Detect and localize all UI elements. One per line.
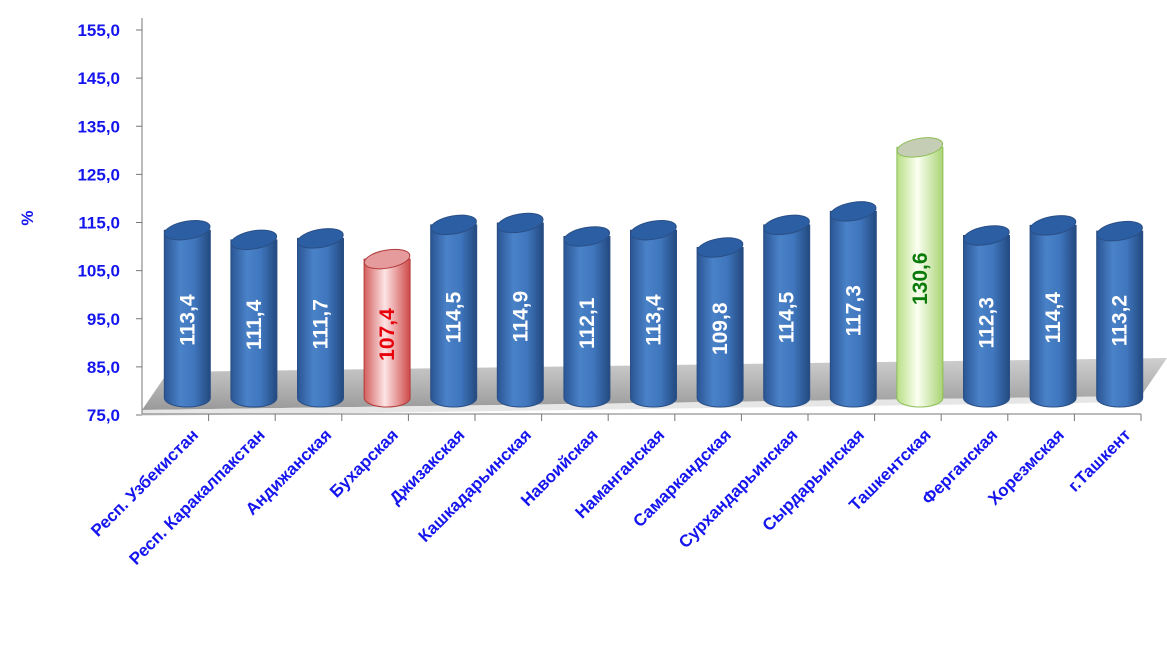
bar: 117,3 [829,201,877,408]
y-tick-label: 75,0 [87,406,120,425]
x-tick-label: Респ. Каракалпакстан [126,425,269,568]
bar-body [363,258,411,408]
bars: 113,4 111,4 111,7 107,4 114,5 114,9 112,1 113,4… [163,137,1144,408]
bar-body [829,210,877,408]
bar-value-label: 112,3 [976,297,999,348]
bar-body [496,222,544,408]
bar-value-label: 114,4 [1042,292,1065,344]
bar-cap [1096,220,1143,242]
bar: 113,4 [630,219,677,408]
bar-body [430,224,478,408]
bar: 113,2 [1096,220,1144,408]
y-tick-label: 115,0 [78,214,120,233]
bar-value-label: 111,7 [310,299,333,349]
bar-value-label: 130,6 [909,252,932,305]
bar: 114,4 [1029,215,1077,408]
y-tick-label: 135,0 [77,117,120,136]
bar-value-label: 112,1 [576,297,599,349]
bar: 112,1 [563,226,611,408]
bar-cap [963,225,1010,246]
bar-body [763,224,811,408]
bar-value-label: 113,2 [1109,295,1132,346]
bar-value-label: 107,4 [376,308,399,361]
bar: 114,9 [496,212,544,408]
bar-value-label: 114,9 [509,291,532,342]
bar: 114,5 [763,214,811,408]
bar-value-label: 114,5 [443,291,466,343]
bar-value-label: 113,4 [643,294,666,346]
bar-value-label: 111,4 [243,299,266,350]
bar-cap [497,212,544,234]
bar-value-label: 109,8 [709,302,732,355]
bar: 130,6 [896,137,944,408]
bar: 111,7 [297,228,344,408]
x-tick-label: Респ. Узбекистан [87,425,202,540]
bar-body [896,146,944,408]
bar-cap [430,214,477,236]
y-tick-label: 85,0 [87,358,120,377]
y-tick-label: 145,0 [77,69,120,88]
y-tick-label: 125,0 [77,165,120,184]
x-tick-label: Сурхандарьинская [675,425,802,552]
bar-body [696,247,744,408]
y-axis-label: % [18,210,37,225]
x-tick-label: г.Ташкент [1064,425,1134,495]
bar-body [630,229,677,408]
x-tick-label: Кашкадарьинская [415,425,535,545]
bar-cap [1029,215,1077,236]
bar-value-label: 113,4 [176,294,199,346]
y-tick-label: 105,0 [77,262,120,281]
bar-body [230,239,278,408]
bar-cap [630,219,677,241]
bar-cap [363,248,411,270]
bar-cap [164,219,211,241]
bar-body [163,229,211,408]
y-ticks: 75,0 85,0 95,0 105,0 115,0 125,0 135,0 145,0 155… [77,21,142,425]
bar: 107,4 [363,248,411,408]
bar-cap [230,229,278,251]
bar: 112,3 [963,225,1010,408]
bar-body [963,234,1010,408]
bar: 113,4 [163,219,211,408]
bar-value-label: 114,5 [776,291,799,343]
bar-cap [896,137,944,158]
bar-cap [297,228,344,249]
bar-cap [763,214,810,236]
bar: 109,8 [696,237,744,408]
bar-body [1029,224,1077,408]
bar-cap [696,237,744,258]
bar-cap [830,201,877,222]
bar: 114,5 [430,214,478,408]
bar-value-label: 117,3 [842,285,865,336]
bar: 111,4 [230,229,278,408]
bar-body [297,237,344,408]
bar-cap [563,226,611,247]
y-tick-label: 95,0 [87,310,120,329]
y-tick-label: 155,0 [77,21,120,40]
bar-body [1096,230,1144,408]
bar-body [563,235,611,408]
